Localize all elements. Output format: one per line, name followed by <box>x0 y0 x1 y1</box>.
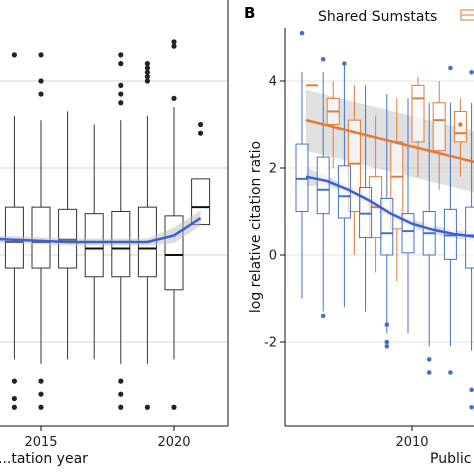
panel-b-blue-outlier <box>469 404 474 410</box>
panel-a-outlier <box>144 404 150 410</box>
panel-a-outlier <box>11 378 17 384</box>
panel-b-x-axis-label: Public <box>430 451 471 467</box>
panel-b-blue-outlier <box>384 322 390 327</box>
panel-a-outlier <box>118 100 124 106</box>
panel-a-outlier <box>38 378 44 384</box>
panel-b-orange-box <box>411 84 425 143</box>
panel-a-outlier <box>144 78 150 84</box>
panel-b-blue-trend-line <box>305 175 474 238</box>
panel-a-outlier <box>38 52 44 58</box>
panel-b-y-tick-label: -2 <box>264 336 277 351</box>
panel-b-blue-outlier <box>320 313 326 319</box>
panel-b-y-ticks: -2 0 2 4 <box>264 75 285 351</box>
panel-a-outlier <box>38 391 44 397</box>
panel-b-orange-box <box>432 102 446 152</box>
panel-b-grid <box>285 80 474 343</box>
panel-b-blue-outlier <box>299 30 305 36</box>
panel-b-y-tick-label: 2 <box>269 162 277 177</box>
panel-a-outlier <box>11 404 17 410</box>
panel-b-blue-box <box>316 156 330 215</box>
panel-b-blue-outlier <box>469 70 474 75</box>
panel-a-outlier <box>118 82 124 88</box>
panel-b-y-tick-label: 4 <box>269 75 277 90</box>
panel-b-legend-title: Shared Sumstats <box>318 9 437 25</box>
panel-b-label: B <box>244 4 255 22</box>
panel-b-orange-outlier <box>458 122 463 127</box>
panel-a-outlier <box>11 395 17 402</box>
panel-b-blue-boxes <box>295 30 474 410</box>
panel-a-outlier <box>118 61 124 67</box>
panel-b-blue-outlier <box>469 387 474 393</box>
panel-a-outlier <box>118 404 124 410</box>
panel-a-outlier <box>144 69 150 75</box>
panel-b-blue-box <box>380 197 394 256</box>
panel-b-blue-outlier <box>448 370 453 375</box>
panel-a-trend-line <box>0 216 202 244</box>
panel-a-x-ticks: 2015 2020 <box>24 426 191 450</box>
panel-b-blue-outlier <box>320 56 326 62</box>
panel-a-x-tick-label: 2020 <box>157 435 190 450</box>
panel-a-outlier <box>144 74 150 80</box>
panel-a-outlier <box>171 39 177 45</box>
panel-a-outlier <box>38 91 44 97</box>
panel-a: 2015 2020 ...tation year <box>0 0 229 467</box>
panel-b-blue-outlier <box>448 65 453 71</box>
panel-b: B Shared Sumstats -2 0 2 4 2010 log relativ… <box>244 4 474 467</box>
panel-b-x-ticks: 2010 <box>395 426 429 450</box>
panel-b-blue-outlier <box>342 61 347 66</box>
panel-a-x-tick-label: 2015 <box>24 435 57 450</box>
panel-a-outlier <box>198 130 204 136</box>
panel-a-outlier <box>38 78 44 84</box>
panel-b-x-tick-label: 2010 <box>395 435 428 450</box>
panel-a-outlier <box>118 391 124 397</box>
panel-b-blue-outlier <box>384 339 390 345</box>
panel-a-outlier <box>171 95 177 101</box>
panel-b-y-axis-label: log relative citation ratio <box>248 141 264 313</box>
panel-a-outlier <box>118 378 124 384</box>
panel-a-x-axis-label: ...tation year <box>0 451 88 467</box>
panel-b-blue-outlier <box>426 370 432 375</box>
panel-a-outlier <box>118 91 124 97</box>
panel-b-blue-outlier <box>384 344 390 349</box>
panel-b-blue-box <box>337 165 351 219</box>
panel-b-blue-box <box>465 206 474 269</box>
panel-b-y-tick-label: 0 <box>269 249 277 264</box>
panel-a-outlier <box>198 121 204 128</box>
panel-a-outlier <box>11 52 17 58</box>
panel-a-outlier <box>118 52 124 58</box>
panel-a-trend-band <box>0 210 201 246</box>
panel-a-outlier <box>38 404 44 410</box>
panel-a-outlier <box>144 61 150 67</box>
panel-a-outlier <box>171 404 177 410</box>
panel-a-outlier <box>144 65 150 71</box>
panel-b-orange-boxes <box>306 76 467 282</box>
panel-a-outlier <box>171 43 177 49</box>
panel-b-blue-outlier <box>426 357 432 362</box>
